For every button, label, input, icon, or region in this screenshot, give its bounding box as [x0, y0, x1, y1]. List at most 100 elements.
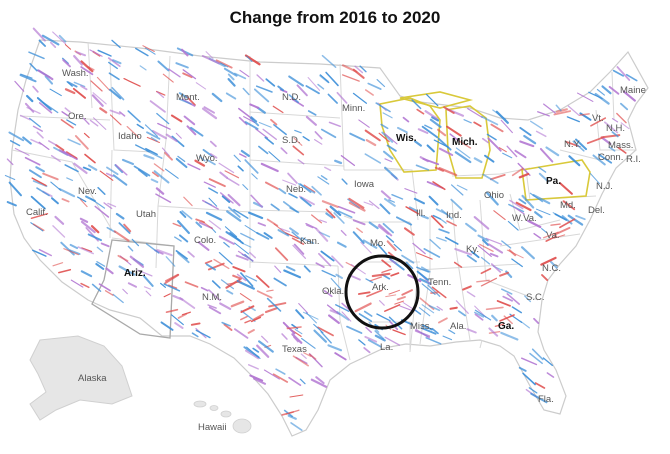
- shift-arrow: [520, 357, 538, 366]
- shift-arrow: [308, 353, 317, 360]
- shift-arrow: [601, 85, 612, 95]
- shift-arrow: [363, 346, 371, 354]
- shift-arrow: [310, 378, 328, 388]
- shift-arrow: [363, 310, 373, 317]
- shift-arrow: [180, 48, 189, 57]
- shift-arrow: [109, 88, 122, 100]
- shift-arrow: [235, 254, 249, 261]
- shift-arrow: [391, 193, 404, 200]
- shift-arrow: [390, 272, 400, 277]
- shift-arrow: [313, 323, 324, 334]
- label-colo: Colo.: [194, 235, 216, 246]
- shift-arrow: [162, 73, 174, 83]
- shift-arrow: [532, 193, 551, 205]
- label-tenn: Tenn.: [428, 277, 451, 288]
- shift-arrow: [211, 92, 223, 103]
- shift-arrow: [239, 153, 247, 158]
- shift-arrow: [25, 94, 34, 103]
- shift-arrow: [501, 288, 513, 295]
- shift-arrow: [473, 216, 490, 230]
- shift-arrow: [350, 263, 366, 275]
- shift-arrow: [150, 136, 158, 142]
- shift-arrow: [330, 277, 342, 290]
- shift-arrow: [404, 188, 418, 194]
- shift-arrow: [393, 243, 402, 252]
- shift-arrow: [565, 141, 579, 147]
- shift-arrow: [50, 41, 57, 48]
- shift-arrow: [165, 133, 178, 143]
- shift-arrow: [412, 242, 426, 255]
- shift-arrow: [364, 335, 378, 343]
- shift-arrow: [111, 86, 125, 101]
- shift-arrow: [450, 198, 463, 211]
- shift-arrow: [251, 173, 258, 180]
- shift-arrow: [236, 273, 247, 282]
- shift-arrow: [240, 272, 254, 287]
- shift-arrow: [270, 118, 278, 126]
- shift-arrow: [429, 238, 441, 250]
- label-nd: N.D.: [282, 92, 301, 103]
- shift-arrow: [157, 60, 170, 72]
- shift-arrow: [305, 222, 317, 230]
- shift-arrow: [549, 260, 558, 269]
- shift-arrow: [619, 102, 629, 111]
- shift-arrow: [313, 329, 327, 343]
- shift-arrow: [349, 132, 366, 142]
- shift-arrow: [473, 157, 483, 164]
- shift-arrow: [364, 153, 382, 164]
- shift-arrow: [190, 322, 201, 326]
- shift-arrow: [432, 181, 446, 191]
- shift-arrow: [328, 314, 340, 324]
- shift-arrow: [232, 274, 242, 280]
- shift-arrow: [611, 118, 619, 123]
- shift-arrow: [112, 293, 124, 304]
- shift-arrow: [327, 344, 343, 352]
- shift-arrow: [139, 65, 147, 71]
- shift-arrow: [424, 124, 433, 130]
- shift-arrow: [117, 254, 129, 262]
- shift-arrow: [258, 121, 272, 128]
- shift-arrow: [218, 162, 235, 174]
- shift-arrow: [572, 140, 585, 152]
- shift-arrow: [550, 223, 561, 226]
- shift-arrow: [245, 275, 258, 282]
- shift-arrow: [364, 129, 381, 142]
- shift-arrow: [285, 265, 296, 272]
- shift-arrow: [419, 156, 430, 163]
- label-mo: Mo.: [370, 238, 386, 249]
- shift-arrow: [187, 163, 201, 171]
- shift-arrow: [415, 252, 433, 260]
- shift-arrow: [474, 309, 492, 321]
- shift-arrow: [500, 119, 513, 134]
- shift-arrow: [336, 311, 350, 321]
- shift-arrow: [67, 81, 78, 88]
- shift-arrow: [38, 248, 52, 257]
- shift-arrow: [274, 265, 282, 273]
- shift-arrow: [352, 219, 366, 226]
- shift-arrow: [292, 145, 305, 156]
- shift-arrow: [506, 145, 518, 158]
- shift-arrow: [518, 172, 530, 179]
- shift-arrow: [98, 283, 111, 292]
- shift-arrow: [541, 274, 549, 282]
- shift-arrow: [540, 256, 557, 266]
- shift-arrow: [386, 240, 397, 252]
- shift-arrow: [506, 293, 520, 305]
- shift-arrow: [82, 117, 90, 125]
- shift-arrow: [185, 95, 196, 106]
- shift-arrow: [32, 85, 39, 93]
- shift-arrow: [341, 311, 352, 322]
- shift-arrow: [462, 285, 472, 291]
- shift-arrow: [263, 232, 273, 239]
- shift-arrow: [29, 62, 38, 72]
- shift-arrow: [266, 297, 282, 312]
- label-wyo: Wyo.: [196, 153, 218, 164]
- shift-arrow: [72, 87, 87, 99]
- shift-arrow: [178, 92, 188, 99]
- shift-arrow: [209, 140, 217, 148]
- arkansas-highlight-circle: [344, 254, 420, 330]
- shift-arrow: [95, 263, 105, 270]
- shift-arrow: [224, 170, 240, 179]
- shift-arrow: [79, 198, 88, 208]
